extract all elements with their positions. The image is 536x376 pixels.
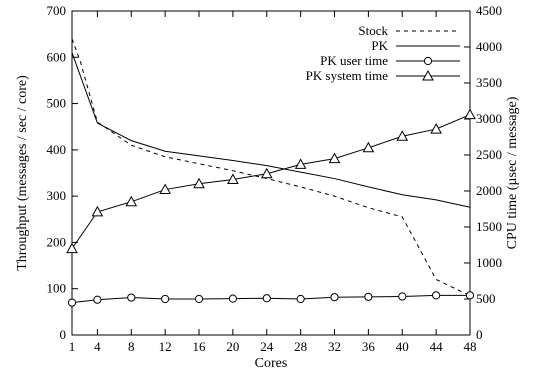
legend-label-pk: PK <box>371 38 388 53</box>
y-right-tick-label: 2000 <box>476 183 502 198</box>
x-axis-title: Cores <box>255 356 288 371</box>
y-right-tick-label: 3000 <box>476 111 502 126</box>
x-tick-label: 28 <box>294 339 307 354</box>
x-tick-label: 48 <box>464 339 477 354</box>
y-right-tick-label: 1500 <box>476 219 502 234</box>
data-point-pk-user-time <box>67 298 77 307</box>
x-tick-label: 16 <box>193 339 207 354</box>
data-point-pk-user-time <box>127 293 136 302</box>
y-right-tick-label: 500 <box>476 291 496 306</box>
series-line-pk-system-time <box>71 114 471 249</box>
x-tick-label: 8 <box>128 339 135 354</box>
legend-label-stock: Stock <box>358 23 388 38</box>
y-left-tick-label: 200 <box>47 234 67 249</box>
plot-frame <box>71 10 471 336</box>
data-point-pk-system-time <box>91 205 104 217</box>
y-right-tick-label: 4000 <box>476 39 502 54</box>
y-left-tick-label: 600 <box>47 49 67 64</box>
data-point-pk-system-time <box>328 152 341 164</box>
series-line-pk <box>71 52 471 208</box>
y-left-tick-label: 0 <box>60 327 67 342</box>
legend-marker-pk-system-time <box>422 69 434 81</box>
data-point-pk-system-time <box>430 123 442 134</box>
y-right-tick-label: 2500 <box>476 147 502 162</box>
y-left-tick-label: 300 <box>47 188 67 203</box>
x-tick-label: 44 <box>430 339 444 354</box>
x-tick-label: 12 <box>159 339 172 354</box>
y-right-tick-label: 4500 <box>476 3 502 18</box>
y-axis-left-title: Throughput (messages / sec / core) <box>15 75 30 271</box>
data-point-pk-system-time <box>464 108 476 120</box>
data-point-pk-system-time <box>227 173 239 184</box>
y-left-tick-label: 400 <box>47 142 67 157</box>
data-point-pk-user-time <box>465 291 475 300</box>
legend-label-pk-system-time: PK system time <box>306 68 389 83</box>
x-tick-label: 36 <box>362 339 376 354</box>
y-left-tick-label: 100 <box>47 281 67 296</box>
x-tick-label: 24 <box>260 339 274 354</box>
y-left-tick-label: 700 <box>47 3 67 18</box>
data-point-pk-user-time <box>194 294 204 304</box>
data-point-pk-user-time <box>296 294 305 304</box>
y-axis-right-title: CPU time (µsec / message) <box>505 96 520 249</box>
data-point-pk-user-time <box>398 292 407 301</box>
data-point-pk-user-time <box>228 294 237 303</box>
x-tick-label: 20 <box>226 339 239 354</box>
data-point-pk-system-time <box>294 158 307 169</box>
data-point-pk-system-time <box>125 195 138 207</box>
y-right-tick-label: 3500 <box>476 75 502 90</box>
data-point-pk-system-time <box>159 183 171 195</box>
data-point-pk-system-time <box>193 177 205 189</box>
data-point-pk-system-time <box>260 167 273 179</box>
data-point-pk-system-time <box>362 141 375 153</box>
legend-marker-pk-user-time <box>423 56 433 66</box>
data-point-pk-system-time <box>396 130 409 141</box>
y-right-tick-label: 0 <box>476 327 483 342</box>
y-right-tick-label: 1000 <box>476 255 502 270</box>
y-left-tick-label: 500 <box>47 96 67 111</box>
legend-label-pk-user-time: PK user time <box>320 53 388 68</box>
series-group <box>66 38 476 307</box>
x-tick-label: 4 <box>94 339 101 354</box>
data-point-pk-user-time <box>93 295 102 304</box>
data-point-pk-user-time <box>262 294 271 303</box>
x-tick-label: 1 <box>69 339 76 354</box>
data-point-pk-user-time <box>432 291 441 300</box>
x-tick-label: 40 <box>396 339 409 354</box>
axis-ticks: 1 4 8 12 16 20 24 28 32 36 40 44 4801002003004005006… <box>47 3 503 354</box>
data-point-pk-user-time <box>364 292 373 301</box>
data-point-pk-user-time <box>161 294 170 304</box>
series-line-stock <box>71 38 471 297</box>
data-point-pk-system-time <box>66 242 78 254</box>
data-point-pk-user-time <box>330 293 339 302</box>
x-tick-label: 32 <box>328 339 341 354</box>
